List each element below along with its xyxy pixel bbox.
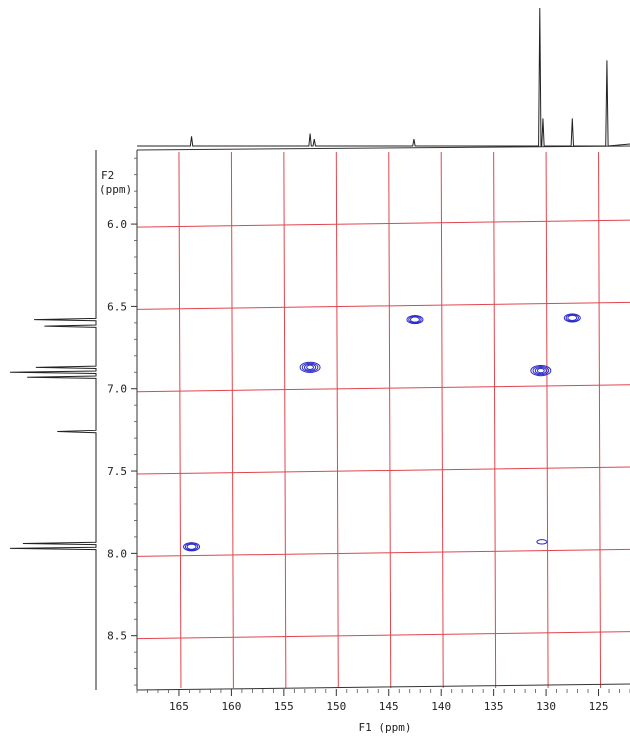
x-tick-label: 135 bbox=[484, 700, 504, 713]
grid-line-vertical bbox=[493, 151, 497, 689]
contour-ring bbox=[532, 365, 550, 376]
grid-line-horizontal bbox=[136, 466, 630, 475]
contour-ring bbox=[184, 542, 199, 551]
frame-top bbox=[136, 145, 630, 151]
grid-line-vertical bbox=[335, 151, 339, 689]
grid-line-horizontal bbox=[136, 631, 630, 640]
grid-line-vertical bbox=[230, 151, 234, 689]
grid-line-vertical bbox=[283, 151, 287, 689]
grid-line-horizontal bbox=[136, 384, 630, 393]
grid-line-horizontal bbox=[136, 301, 630, 310]
contour-ring bbox=[534, 366, 547, 375]
contour-ring bbox=[306, 364, 314, 370]
y-axis-title-line2: (ppm) bbox=[99, 183, 132, 196]
cross-peaks bbox=[183, 313, 581, 552]
contour-ring bbox=[567, 314, 578, 321]
cross-peak bbox=[536, 539, 548, 545]
f2-projection-trace bbox=[9, 150, 97, 690]
contour-ring bbox=[536, 539, 548, 545]
contour-ring bbox=[186, 543, 197, 550]
x-tick-label: 160 bbox=[221, 700, 241, 713]
grid-line-vertical bbox=[178, 151, 182, 689]
x-tick-label: 140 bbox=[431, 700, 451, 713]
x-tick-label: 155 bbox=[274, 700, 294, 713]
x-axis-title: F1 (ppm) bbox=[359, 721, 412, 734]
y-tick-label: 7.5 bbox=[107, 465, 127, 478]
y-axis-title-line1: F2 bbox=[101, 169, 114, 182]
cross-peak bbox=[563, 313, 581, 323]
contour-ring bbox=[563, 313, 581, 323]
y-tick-label: 6.0 bbox=[107, 218, 127, 231]
y-tick-label: 8.0 bbox=[107, 547, 127, 560]
f2-projection-spectrum bbox=[9, 150, 97, 690]
contour-ring bbox=[299, 361, 321, 373]
grid-line-horizontal bbox=[136, 548, 630, 557]
grid-line-vertical bbox=[440, 151, 444, 689]
cross-peak bbox=[530, 365, 552, 377]
y-axis-ticks: 6.0 6.5 7.0 7.5 8.0 8.5 bbox=[107, 157, 137, 686]
cross-peak bbox=[183, 542, 201, 552]
contour-ring bbox=[303, 363, 317, 371]
contour-ring bbox=[565, 314, 580, 322]
contour-ring bbox=[183, 542, 201, 552]
plot-frame bbox=[136, 145, 630, 691]
x-tick-label: 145 bbox=[379, 700, 399, 713]
y-tick-label: 7.0 bbox=[107, 383, 127, 396]
grid-line-vertical bbox=[388, 151, 392, 689]
contour-ring bbox=[409, 316, 420, 323]
grid-layer bbox=[136, 151, 630, 689]
cross-peak bbox=[299, 361, 321, 373]
cross-peak bbox=[406, 314, 424, 325]
f1-projection-spectrum bbox=[137, 7, 630, 147]
y-tick-label: 6.5 bbox=[107, 300, 127, 313]
contour-ring bbox=[408, 315, 422, 324]
grid-line-vertical bbox=[545, 151, 549, 689]
contour-ring bbox=[406, 314, 424, 325]
grid-line-vertical bbox=[598, 151, 602, 689]
x-tick-label: 150 bbox=[326, 700, 346, 713]
f1-projection-trace bbox=[137, 7, 630, 147]
contour-ring bbox=[301, 362, 319, 372]
x-tick-label: 130 bbox=[536, 700, 556, 713]
contour-ring bbox=[536, 367, 545, 374]
x-axis-ticks: 165 160 155 150 145 140 135 130 125 bbox=[136, 689, 630, 713]
grid-line-horizontal bbox=[136, 219, 630, 228]
frame-bottom bbox=[136, 683, 630, 691]
x-tick-label: 165 bbox=[169, 700, 189, 713]
y-tick-label: 8.5 bbox=[107, 630, 127, 643]
contour-ring bbox=[530, 365, 552, 377]
x-tick-label: 125 bbox=[589, 700, 609, 713]
